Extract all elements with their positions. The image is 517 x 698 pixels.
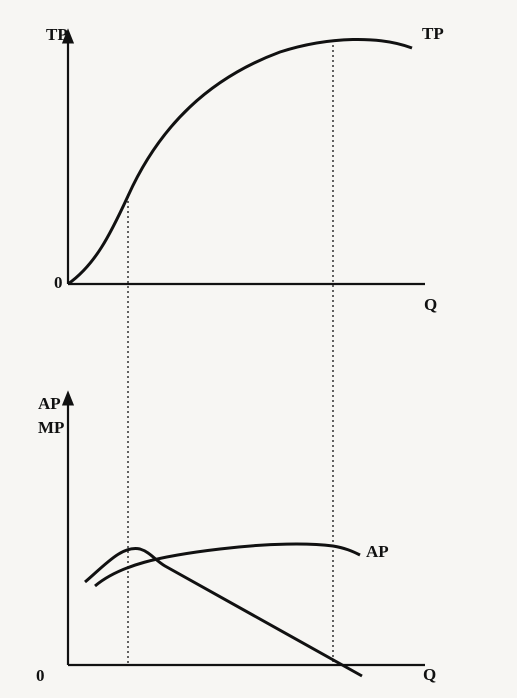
y-axis-label: TP — [46, 25, 68, 44]
ap-curve — [94, 542, 361, 588]
origin-label: 0 — [36, 666, 45, 685]
curve-label: TP — [422, 24, 444, 43]
mp-curve — [84, 547, 363, 678]
y-axis-label: MP — [38, 418, 64, 437]
x-axis-label: Q — [424, 295, 437, 314]
x-axis-label: Q — [423, 665, 436, 684]
origin-label: 0 — [54, 273, 63, 292]
y-axis-label: AP — [38, 394, 61, 413]
tp-curve — [67, 38, 413, 286]
curve-label: AP — [366, 542, 389, 561]
